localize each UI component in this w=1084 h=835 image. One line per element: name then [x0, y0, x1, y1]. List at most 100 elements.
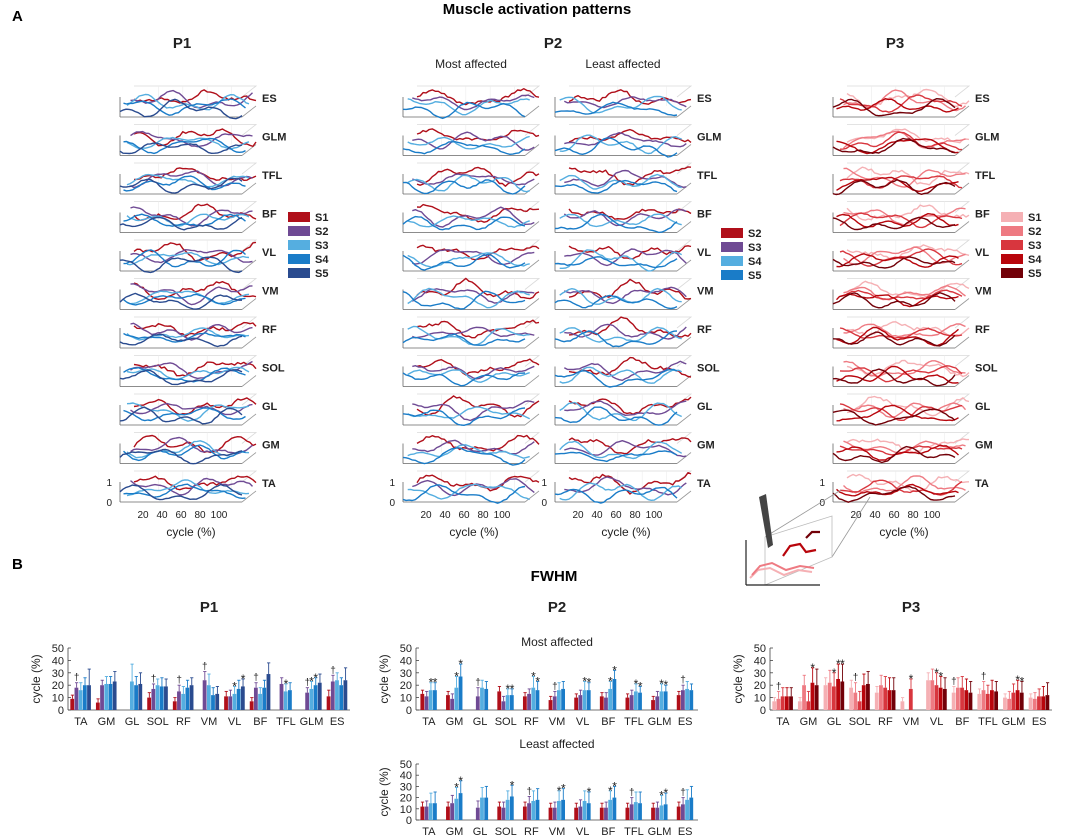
- bar-s4: [159, 686, 164, 710]
- category-label: VL: [576, 826, 589, 835]
- bar-s4: [480, 687, 484, 710]
- category-label: GLM: [648, 826, 672, 835]
- trace-s5: [119, 177, 243, 194]
- category-label: GLM: [1002, 716, 1026, 728]
- muscle-row: VL: [832, 239, 989, 272]
- category-label: BF: [955, 716, 969, 728]
- trace-s4: [407, 174, 530, 193]
- panel-back-edge: [417, 432, 541, 444]
- bar-s5: [638, 692, 642, 710]
- y-tick-label: 20: [754, 680, 766, 692]
- y-tick-label: 10: [400, 693, 412, 705]
- x-tick-label: 80: [907, 510, 919, 521]
- bar-s2: [651, 807, 655, 820]
- bar-s3: [155, 685, 160, 710]
- bar-s2: [651, 700, 655, 710]
- muscle-label: ES: [975, 93, 990, 105]
- significance-marker: *: [429, 676, 434, 690]
- legend-label: S3: [315, 240, 328, 252]
- muscle-row: [402, 162, 541, 195]
- significance-marker: *: [284, 677, 289, 691]
- category-label: SOL: [147, 716, 169, 728]
- category-label: VM: [549, 826, 566, 835]
- panel-depth-axis: [241, 490, 257, 503]
- muscle-row: GM: [119, 432, 280, 465]
- panel-back-edge: [134, 162, 258, 175]
- panel-back-edge: [134, 316, 258, 329]
- legend-swatch-s4: [1001, 254, 1023, 264]
- significance-marker: *: [557, 784, 562, 798]
- panel-depth-axis: [676, 336, 692, 349]
- significance-marker: †: [552, 681, 558, 692]
- legend-swatch-s3: [1001, 240, 1023, 250]
- bar-s3: [1011, 692, 1016, 710]
- panel-back-edge: [847, 124, 971, 136]
- trace-s3: [564, 476, 687, 496]
- muscle-label: RF: [975, 324, 990, 336]
- panel-depth-axis: [241, 413, 257, 426]
- y-tick-label: 20: [400, 793, 412, 805]
- y-tick-label: 50: [400, 759, 412, 771]
- y-tick-label: 40: [400, 655, 412, 667]
- bar-s3: [780, 696, 785, 710]
- trace-s4: [123, 407, 246, 422]
- x-tick-label: 40: [156, 510, 168, 521]
- trace-s4: [559, 213, 682, 228]
- y-tick-label: 50: [52, 643, 64, 655]
- bar-s5: [612, 797, 617, 820]
- muscle-label: BF: [697, 209, 712, 221]
- trace-s3: [839, 479, 963, 496]
- significance-marker: †: [176, 675, 182, 686]
- panel-a-p1: P1 ES GLM TFL BF VL VM RF SOL GL GM TA 1 0 20 40 60 80 100…: [106, 35, 329, 539]
- bar-s4: [505, 695, 510, 710]
- bar-s1: [823, 685, 828, 710]
- bar-s2: [625, 697, 630, 710]
- x-tick-label: 60: [610, 510, 622, 521]
- significance-marker: *: [1015, 673, 1020, 687]
- panel-depth-axis: [241, 105, 257, 118]
- x-tick-label: 20: [850, 510, 862, 521]
- muscle-row: VM: [832, 278, 992, 310]
- panel-back-edge: [569, 432, 693, 444]
- bar-s5: [535, 690, 540, 710]
- trace-s4: [559, 287, 682, 305]
- category-label: VL: [930, 716, 943, 728]
- bar-s3: [181, 693, 186, 710]
- panel-back-edge: [569, 316, 693, 329]
- significance-marker: †: [202, 662, 208, 673]
- x-tick-label: 40: [439, 510, 451, 521]
- x-axis-label: cycle (%): [166, 525, 215, 539]
- bar-s3: [335, 680, 339, 710]
- bar-s5: [164, 686, 168, 710]
- muscle-label: ES: [262, 93, 277, 105]
- trace-s3: [839, 212, 963, 229]
- category-label: RF: [176, 716, 191, 728]
- muscle-row: [402, 316, 541, 349]
- x-tick-label: 100: [211, 510, 228, 521]
- trace-s3: [412, 94, 535, 111]
- bar-s3: [450, 698, 455, 710]
- bar-s3: [527, 693, 531, 710]
- trace-s5: [554, 137, 678, 158]
- bar-s3: [309, 688, 314, 710]
- muscle-row: TA: [554, 470, 711, 504]
- trace-s5: [554, 330, 678, 348]
- bar-s3: [501, 807, 506, 820]
- trace-s2: [568, 437, 692, 455]
- trace-s5: [402, 447, 526, 466]
- trace-s4: [407, 215, 530, 229]
- bar-s4: [211, 695, 215, 710]
- bar-s5: [87, 685, 91, 710]
- z-tick-label: 0: [819, 498, 825, 509]
- x-tick-label: 20: [420, 510, 432, 521]
- panel-depth-axis: [954, 259, 970, 272]
- bar-s3: [908, 688, 913, 710]
- trace-s5: [832, 368, 956, 387]
- significance-marker: †: [305, 678, 311, 689]
- significance-marker: †: [475, 678, 481, 689]
- panel-depth-axis: [676, 182, 692, 195]
- muscle-row: GLM: [119, 124, 286, 156]
- zoom-inset: [745, 489, 871, 586]
- bar-s4: [938, 687, 943, 710]
- category-label: TFL: [624, 826, 644, 835]
